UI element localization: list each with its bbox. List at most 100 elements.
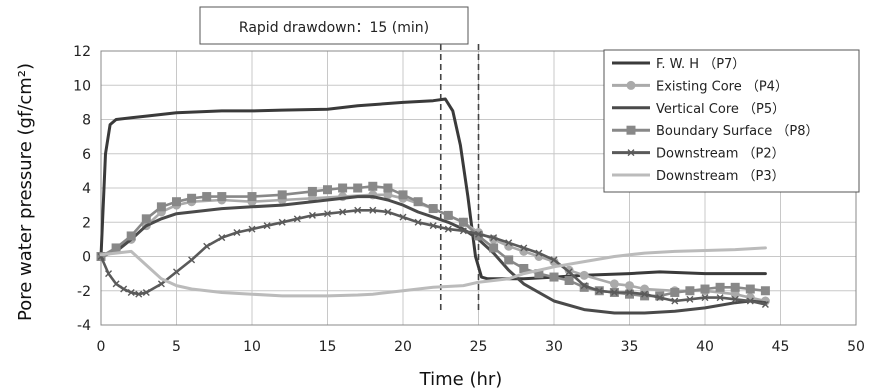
y-tick-label: 8 — [82, 113, 91, 129]
series-5-point — [459, 227, 467, 235]
series-4-point — [715, 282, 725, 292]
series-5-point — [746, 297, 754, 305]
series-4-point — [202, 192, 212, 202]
legend-label: Existing Core （P4） — [656, 79, 788, 94]
legend-swatch-marker — [626, 80, 636, 90]
x-tick-label: 25 — [470, 339, 488, 355]
x-tick-label: 10 — [243, 339, 261, 355]
series-line-3 — [99, 195, 767, 315]
series-4-point — [217, 192, 227, 202]
series-5-point — [505, 239, 513, 247]
series-5-point — [369, 206, 377, 214]
series-4-point — [504, 255, 514, 265]
series-5-point — [135, 290, 143, 298]
series-5-point — [444, 225, 452, 233]
series-4-point — [428, 204, 438, 214]
series-4-point — [187, 193, 197, 203]
x-tick-label: 40 — [696, 339, 714, 355]
legend-item-6: Downstream （P3） — [612, 169, 785, 184]
series-5-point — [641, 290, 649, 298]
y-tick-label: 0 — [82, 250, 91, 266]
series-5-point — [127, 288, 135, 296]
series-4-point — [111, 243, 121, 253]
x-tick-label: 20 — [394, 339, 412, 355]
rapid-drawdown-annotation: Rapid drawdown：15 (min) — [199, 6, 469, 45]
x-tick-labels: 0 5 10 15 20 25 30 35 40 45 50 — [97, 339, 865, 355]
series-4-point — [172, 197, 181, 207]
annotation-text: Rapid drawdown：15 (min) — [239, 20, 429, 36]
series-4-point — [126, 231, 136, 241]
x-tick-label: 5 — [172, 339, 181, 355]
legend-item-4: Boundary Surface （P8） — [612, 124, 819, 139]
x-tick-label: 35 — [621, 339, 639, 355]
legend-swatch-marker — [627, 149, 635, 157]
series-4-point — [141, 214, 151, 224]
series-line-4 — [99, 185, 767, 298]
legend: F. W. H （P7） Existing Core （P4） Vertical C… — [603, 49, 860, 193]
series-5-point — [414, 218, 422, 226]
series-5-point — [490, 234, 498, 242]
series-5-point — [120, 285, 128, 293]
series-5-point — [686, 295, 694, 303]
series-2-point — [579, 270, 589, 280]
series-5-point — [354, 206, 362, 214]
legend-label: Downstream （P2） — [656, 147, 785, 162]
x-tick-label: 0 — [97, 339, 106, 355]
series-4-point — [458, 217, 468, 227]
series-5-point — [233, 229, 241, 237]
series-5-point — [701, 294, 709, 302]
drawdown-lines — [439, 44, 480, 310]
series-5-point — [520, 244, 528, 252]
series-4-point — [685, 286, 695, 296]
series-3 — [99, 195, 767, 315]
series-5-point — [550, 256, 558, 264]
series-4-point — [247, 192, 257, 202]
legend-label: F. W. H （P7） — [656, 57, 745, 72]
y-tick-label: 4 — [82, 181, 91, 197]
legend-box — [603, 49, 860, 193]
series-5-point — [105, 270, 113, 278]
series-5-point — [716, 294, 724, 302]
legend-label: Vertical Core （P5） — [656, 102, 785, 117]
legend-swatch-marker — [626, 125, 636, 135]
legend-item-2: Existing Core （P4） — [612, 79, 788, 94]
y-tick-label: 12 — [73, 44, 91, 60]
series-4-point — [519, 263, 529, 273]
y-tick-label: -4 — [77, 318, 91, 334]
series-4-point — [323, 185, 332, 195]
series-5-point — [671, 297, 679, 305]
annotation-box — [199, 6, 469, 45]
x-tick-label: 30 — [545, 339, 563, 355]
y-axis-label: Pore water pressure (gf/cm²) — [15, 63, 36, 321]
series-4-point — [156, 202, 166, 212]
series-4-point — [745, 284, 755, 294]
series-4 — [96, 181, 770, 301]
series-4-point — [549, 272, 559, 282]
series-5-point — [565, 268, 573, 276]
y-tick-label: 10 — [73, 78, 91, 94]
y-tick-label: 2 — [82, 215, 91, 231]
series-5-point — [626, 288, 633, 296]
legend-label: Downstream （P3） — [656, 169, 785, 184]
series-5-point — [429, 222, 437, 230]
series-6 — [99, 246, 767, 298]
series-4-point — [489, 243, 499, 253]
series-5-point — [384, 208, 392, 216]
x-tick-label: 45 — [772, 339, 790, 355]
series-5-point — [112, 280, 120, 288]
legend-item-3: Vertical Core （P5） — [612, 102, 785, 117]
series-4-point — [338, 183, 348, 193]
series-5-point — [399, 213, 407, 221]
series-5-point — [308, 211, 316, 219]
series-4-point — [700, 284, 710, 294]
series-2-point — [609, 279, 619, 289]
series-4-point — [307, 186, 317, 196]
series-5-point — [324, 210, 331, 218]
series-group — [96, 97, 770, 315]
series-5-point — [761, 300, 769, 308]
series-4-point — [443, 210, 453, 220]
x-tick-label: 50 — [847, 339, 865, 355]
series-4-point — [368, 181, 378, 191]
x-tick-label: 15 — [319, 339, 337, 355]
